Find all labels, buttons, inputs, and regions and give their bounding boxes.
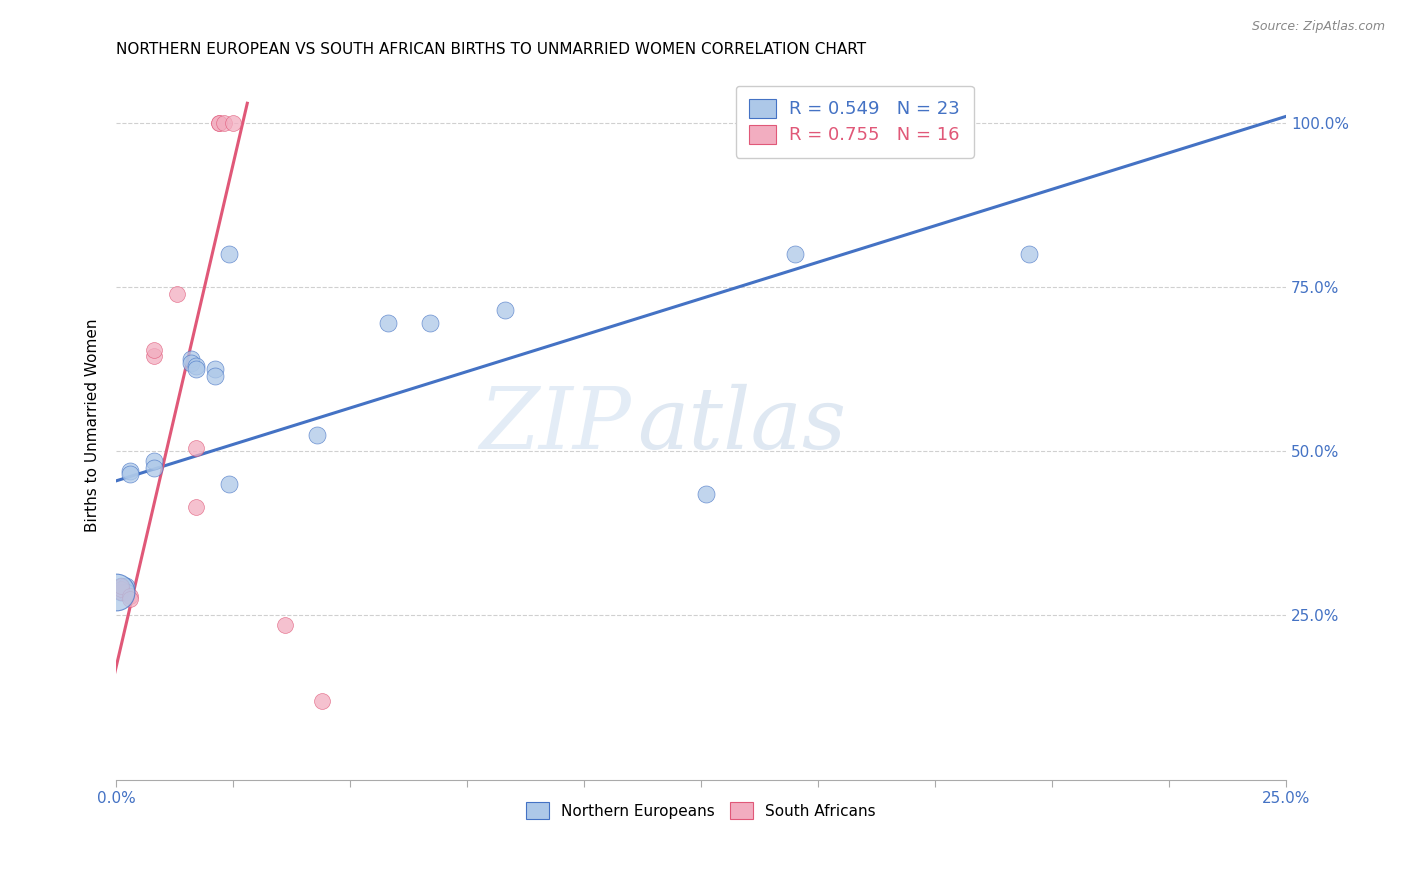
Text: Source: ZipAtlas.com: Source: ZipAtlas.com <box>1251 20 1385 33</box>
Point <box>218 247 240 261</box>
Point <box>783 247 806 261</box>
Point <box>377 316 399 330</box>
Point <box>204 362 226 376</box>
Point <box>142 460 165 475</box>
Point <box>180 352 202 367</box>
Point <box>180 356 202 370</box>
Point <box>695 487 717 501</box>
Point <box>120 467 142 482</box>
Point <box>120 592 142 607</box>
Point <box>222 116 245 130</box>
Text: ZIP: ZIP <box>479 384 631 467</box>
Point <box>110 579 132 593</box>
Point <box>212 116 235 130</box>
Point <box>110 582 132 597</box>
Point <box>142 349 165 363</box>
Point <box>273 618 295 632</box>
Text: NORTHERN EUROPEAN VS SOUTH AFRICAN BIRTHS TO UNMARRIED WOMEN CORRELATION CHART: NORTHERN EUROPEAN VS SOUTH AFRICAN BIRTH… <box>117 42 866 57</box>
Point <box>110 585 132 599</box>
Point <box>184 441 207 455</box>
Y-axis label: Births to Unmarried Women: Births to Unmarried Women <box>86 318 100 532</box>
Point <box>110 585 132 599</box>
Point <box>218 477 240 491</box>
Point <box>494 303 516 318</box>
Point <box>419 316 441 330</box>
Point <box>1018 247 1040 261</box>
Point <box>120 464 142 478</box>
Legend: Northern Europeans, South Africans: Northern Europeans, South Africans <box>520 797 882 825</box>
Point <box>114 585 136 599</box>
Text: atlas: atlas <box>637 384 846 467</box>
Point <box>311 694 333 708</box>
Point <box>184 362 207 376</box>
Point <box>184 359 207 373</box>
Point <box>307 428 329 442</box>
Point <box>114 579 136 593</box>
Point <box>184 500 207 514</box>
Point <box>105 585 128 599</box>
Point <box>110 579 132 593</box>
Point <box>120 589 142 603</box>
Point <box>208 116 231 130</box>
Point <box>142 343 165 357</box>
Point <box>166 286 188 301</box>
Point <box>204 368 226 383</box>
Point <box>208 116 231 130</box>
Point <box>142 454 165 468</box>
